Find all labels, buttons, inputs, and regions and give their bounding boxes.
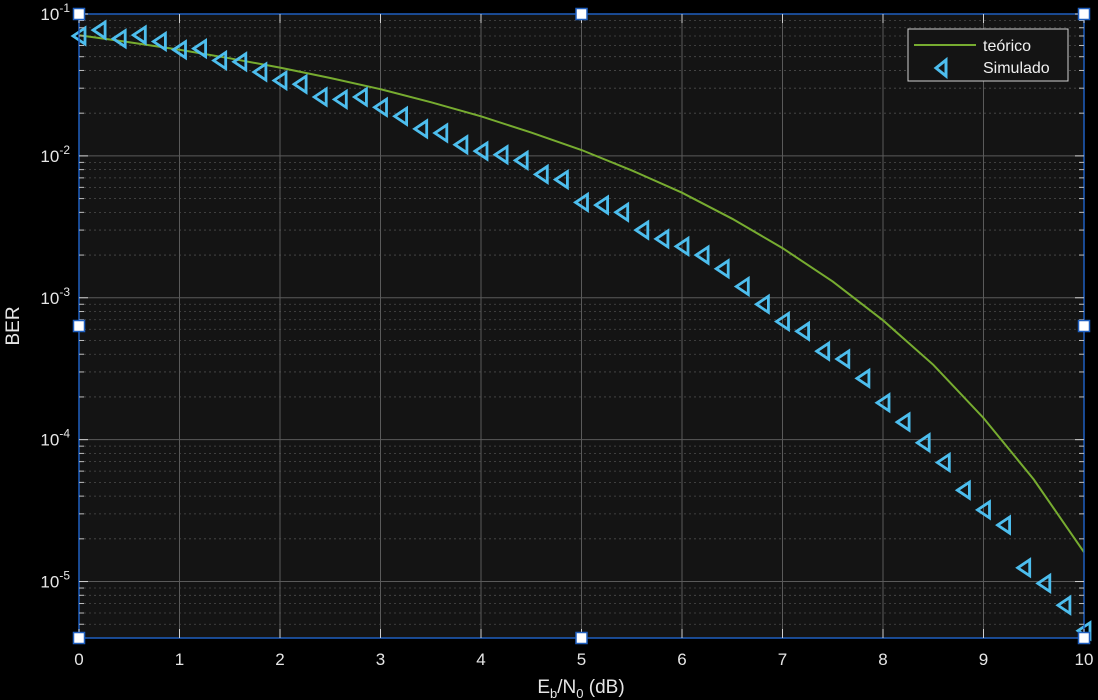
simulado-marker [211, 49, 228, 72]
y-tick-base: 10 [40, 5, 59, 24]
simulado-marker [572, 191, 589, 214]
simulado-marker [633, 219, 650, 241]
x-label-sub-b: b [550, 686, 557, 700]
resize-handle[interactable] [575, 631, 588, 645]
x-tick-label: 0 [74, 650, 83, 669]
x-axis-label: Eb/N0 (dB) [537, 677, 624, 700]
simulado-marker [653, 228, 670, 250]
x-tick-label: 8 [878, 650, 887, 669]
simulado-marker [251, 61, 268, 83]
y-tick-exponent: -1 [59, 1, 70, 15]
x-label-sub-0: 0 [576, 686, 583, 700]
simulado-marker [110, 28, 127, 50]
y-tick-label: 10-1 [40, 1, 70, 24]
simulado-marker [934, 451, 951, 474]
simulado-marker [974, 499, 991, 521]
simulado-marker [371, 96, 388, 118]
simulado-marker [593, 194, 609, 216]
legend-simulado-label: Simulado [983, 60, 1050, 77]
simulado-marker [995, 514, 1011, 536]
y-tick-label: 10-3 [40, 285, 70, 308]
x-tick-label: 6 [677, 650, 686, 669]
y-tick-base: 10 [40, 431, 59, 450]
x-label-unit: (dB) [583, 677, 624, 698]
legend[interactable]: teórico Simulado [907, 28, 1069, 82]
resize-handle[interactable] [1077, 7, 1091, 21]
ticks: 10-110-210-310-410-50 1 2 3 4 5 6 7 8 9 10 [40, 1, 1093, 669]
resize-handle[interactable] [1077, 631, 1091, 645]
simulado-marker [452, 134, 469, 156]
series-layer [70, 19, 1092, 642]
simulado-marker [170, 39, 187, 61]
simulado-marker [552, 168, 569, 191]
simulado-marker [613, 201, 630, 223]
simulado-marker [271, 69, 288, 92]
simulado-marker [1035, 572, 1052, 595]
simulado-marker [874, 392, 891, 414]
x-tick-label: 3 [376, 650, 385, 669]
simulado-marker [854, 367, 871, 390]
x-tick-label: 10 [1075, 650, 1094, 669]
x-tick-label: 9 [979, 650, 988, 669]
simulado-marker [1015, 557, 1032, 579]
y-tick-exponent: -5 [59, 569, 70, 583]
y-tick-exponent: -2 [59, 143, 70, 157]
simulado-marker [733, 275, 750, 298]
simulado-marker [1055, 594, 1072, 616]
selection-handles[interactable] [72, 7, 1091, 645]
simulado-marker [90, 19, 107, 41]
simulado-marker [713, 258, 730, 280]
simulado-marker [814, 340, 831, 362]
simulado-marker [673, 235, 690, 258]
simulado-marker [331, 88, 348, 111]
y-axis-label: BER [3, 306, 24, 345]
x-tick-label: 5 [577, 650, 586, 669]
legend-box [907, 28, 1069, 82]
legend-simulado-marker [933, 56, 948, 80]
simulado-marker [773, 310, 790, 333]
resize-handle[interactable] [575, 7, 588, 21]
x-tick-label: 7 [778, 650, 787, 669]
x-label-n: /N [557, 677, 576, 698]
simulado-marker [512, 149, 529, 172]
simulado-marker [472, 140, 489, 162]
simulado-marker [191, 37, 208, 60]
simulado-marker [753, 293, 770, 315]
resize-handle[interactable] [72, 7, 86, 21]
simulado-marker [794, 320, 810, 342]
simulado-marker [412, 118, 429, 140]
y-tick-base: 10 [40, 289, 59, 308]
resize-handle[interactable] [72, 319, 86, 333]
simulado-marker [150, 30, 167, 53]
legend-teorico-label: teórico [983, 38, 1031, 55]
x-label-e: E [537, 677, 550, 698]
simulado-marker [392, 105, 409, 127]
resize-handle[interactable] [72, 631, 86, 645]
simulado-marker [231, 51, 248, 73]
resize-handle[interactable] [1077, 319, 1091, 333]
simulado-marker [130, 24, 147, 46]
simulado-marker [351, 86, 368, 108]
y-tick-label: 10-4 [40, 427, 70, 450]
simulado-marker [532, 163, 549, 186]
simulado-marker [834, 348, 851, 370]
simulado-marker [432, 122, 449, 144]
y-tick-label: 10-2 [40, 143, 70, 166]
x-tick-label: 4 [476, 650, 485, 669]
simulado-marker [693, 244, 710, 266]
simulado-marker [954, 479, 971, 501]
simulado-marker [311, 86, 328, 108]
y-tick-base: 10 [40, 147, 59, 166]
y-tick-base: 10 [40, 573, 59, 592]
simulado-marker [291, 73, 308, 95]
x-tick-label: 1 [175, 650, 184, 669]
y-tick-exponent: -4 [59, 427, 70, 441]
simulado-marker [894, 411, 911, 433]
y-tick-label: 10-5 [40, 569, 70, 592]
x-tick-label: 2 [275, 650, 284, 669]
simulado-marker [914, 432, 931, 454]
y-tick-exponent: -3 [59, 285, 70, 299]
simulado-marker [492, 144, 509, 166]
